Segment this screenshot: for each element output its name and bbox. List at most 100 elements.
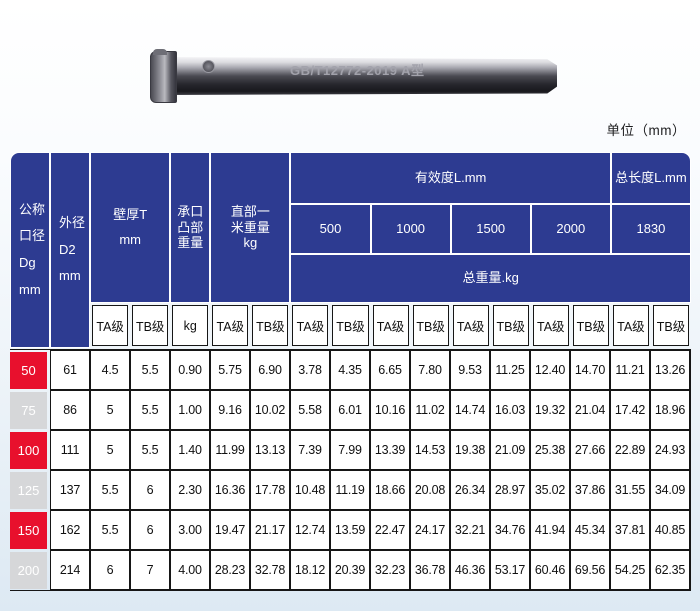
data-cell: 13.39 <box>370 430 410 470</box>
data-cell: 5.5 <box>90 510 130 550</box>
data-cell: 20.08 <box>410 470 450 510</box>
data-cell: 18.96 <box>650 390 690 430</box>
data-cell: 5.5 <box>90 470 130 510</box>
data-cell: 19.32 <box>530 390 570 430</box>
subheader-tb: TB级 <box>332 305 369 346</box>
data-cell: 11.99 <box>210 430 250 470</box>
data-cell: 32.23 <box>370 550 410 590</box>
data-cell: 3.78 <box>290 350 330 390</box>
header-total-weight: 总重量.kg <box>290 254 691 303</box>
data-cell: 7.39 <box>290 430 330 470</box>
data-cell: 34.09 <box>650 470 690 510</box>
data-cell: 5.5 <box>130 430 170 470</box>
table-body: 50 61 4.5 5.5 0.90 5.75 6.90 3.78 4.35 6.65 7.80 9.… <box>10 349 691 591</box>
data-cell: 21.17 <box>250 510 290 550</box>
data-cell: 21.04 <box>570 390 610 430</box>
data-cell: 10.02 <box>250 390 290 430</box>
data-cell: 19.38 <box>450 430 490 470</box>
header-length-1500: 1500 <box>450 204 531 254</box>
data-cell: 18.12 <box>290 550 330 590</box>
header-nominal-diameter: 公称 口径 Dg mm <box>10 152 51 348</box>
header-outer-diameter: 外径 D2 mm <box>50 152 91 348</box>
data-cell: 31.55 <box>610 470 650 510</box>
data-cell: 5.5 <box>130 350 170 390</box>
data-cell: 20.39 <box>330 550 370 590</box>
data-cell: 17.78 <box>250 470 290 510</box>
data-cell: 11.02 <box>410 390 450 430</box>
pipe-image: GB/T12772-2019 A型 <box>150 47 557 105</box>
data-cell: 11.21 <box>610 350 650 390</box>
data-cell: 6.65 <box>370 350 410 390</box>
subheader-tb: TB级 <box>132 305 169 346</box>
data-cell: 28.23 <box>210 550 250 590</box>
data-cell: 14.74 <box>450 390 490 430</box>
header-straight-meter-weight: 直部一 米重量 kg <box>210 152 291 303</box>
data-cell: 10.48 <box>290 470 330 510</box>
data-cell: 11.25 <box>490 350 530 390</box>
header-length-500: 500 <box>290 204 371 254</box>
subheader-tb: TB级 <box>492 305 529 346</box>
data-cell: 16.03 <box>490 390 530 430</box>
data-cell: 9.53 <box>450 350 490 390</box>
header-effective-length: 有效度L.mm <box>290 152 611 204</box>
header-wall-thickness: 壁厚T mm <box>90 152 171 303</box>
row-label-dg: 125 <box>10 471 47 509</box>
data-cell: 35.02 <box>530 470 570 510</box>
data-cell: 22.89 <box>610 430 650 470</box>
subheader-tb: TB级 <box>412 305 449 346</box>
subheader-kg: kg <box>172 305 209 346</box>
data-cell: 24.17 <box>410 510 450 550</box>
data-cell: 46.36 <box>450 550 490 590</box>
row-label-dg: 100 <box>10 431 47 469</box>
data-cell: 5.58 <box>290 390 330 430</box>
data-cell: 54.25 <box>610 550 650 590</box>
data-cell: 12.40 <box>530 350 570 390</box>
data-cell: 13.13 <box>250 430 290 470</box>
data-cell: 37.86 <box>570 470 610 510</box>
data-cell: 7.80 <box>410 350 450 390</box>
data-cell: 5 <box>90 430 130 470</box>
data-cell: 0.90 <box>170 350 210 390</box>
data-cell: 111 <box>50 430 90 470</box>
pipe-socket-bell <box>150 49 177 103</box>
data-cell: 9.16 <box>210 390 250 430</box>
data-cell: 17.42 <box>610 390 650 430</box>
data-cell: 13.26 <box>650 350 690 390</box>
data-cell: 60.46 <box>530 550 570 590</box>
data-cell: 6 <box>130 470 170 510</box>
subheader-ta: TA级 <box>212 305 249 346</box>
data-cell: 19.47 <box>210 510 250 550</box>
data-cell: 5 <box>90 390 130 430</box>
data-cell: 18.66 <box>370 470 410 510</box>
data-cell: 1.00 <box>170 390 210 430</box>
subheader-ta: TA级 <box>532 305 569 346</box>
data-cell: 45.34 <box>570 510 610 550</box>
unit-note: 单位（mm） <box>606 123 686 138</box>
header-total-length: 总长度L.mm <box>610 152 691 204</box>
data-cell: 32.78 <box>250 550 290 590</box>
data-cell: 162 <box>50 510 90 550</box>
subheader-ta: TA级 <box>612 305 649 346</box>
header-socket-weight: 承口 凸部 重量 <box>170 152 211 303</box>
data-cell: 7.99 <box>330 430 370 470</box>
data-cell: 2.30 <box>170 470 210 510</box>
data-cell: 14.53 <box>410 430 450 470</box>
data-cell: 32.21 <box>450 510 490 550</box>
data-cell: 41.94 <box>530 510 570 550</box>
data-cell: 34.76 <box>490 510 530 550</box>
pipe-standard-marking: GB/T12772-2019 A型 <box>290 63 425 78</box>
row-label-dg: 150 <box>10 511 47 549</box>
data-cell: 214 <box>50 550 90 590</box>
data-cell: 4.5 <box>90 350 130 390</box>
subheader-tb: TB级 <box>652 305 689 346</box>
data-cell: 6 <box>90 550 130 590</box>
subheader-ta: TA级 <box>452 305 489 346</box>
data-cell: 69.56 <box>570 550 610 590</box>
data-cell: 1.40 <box>170 430 210 470</box>
data-cell: 61 <box>50 350 90 390</box>
data-cell: 5.5 <box>130 390 170 430</box>
spec-table: 公称 口径 Dg mm 外径 D2 mm 壁厚T mm 承口 凸部 重量 直部一… <box>10 152 691 591</box>
data-cell: 7 <box>130 550 170 590</box>
header-length-1830: 1830 <box>610 204 691 254</box>
